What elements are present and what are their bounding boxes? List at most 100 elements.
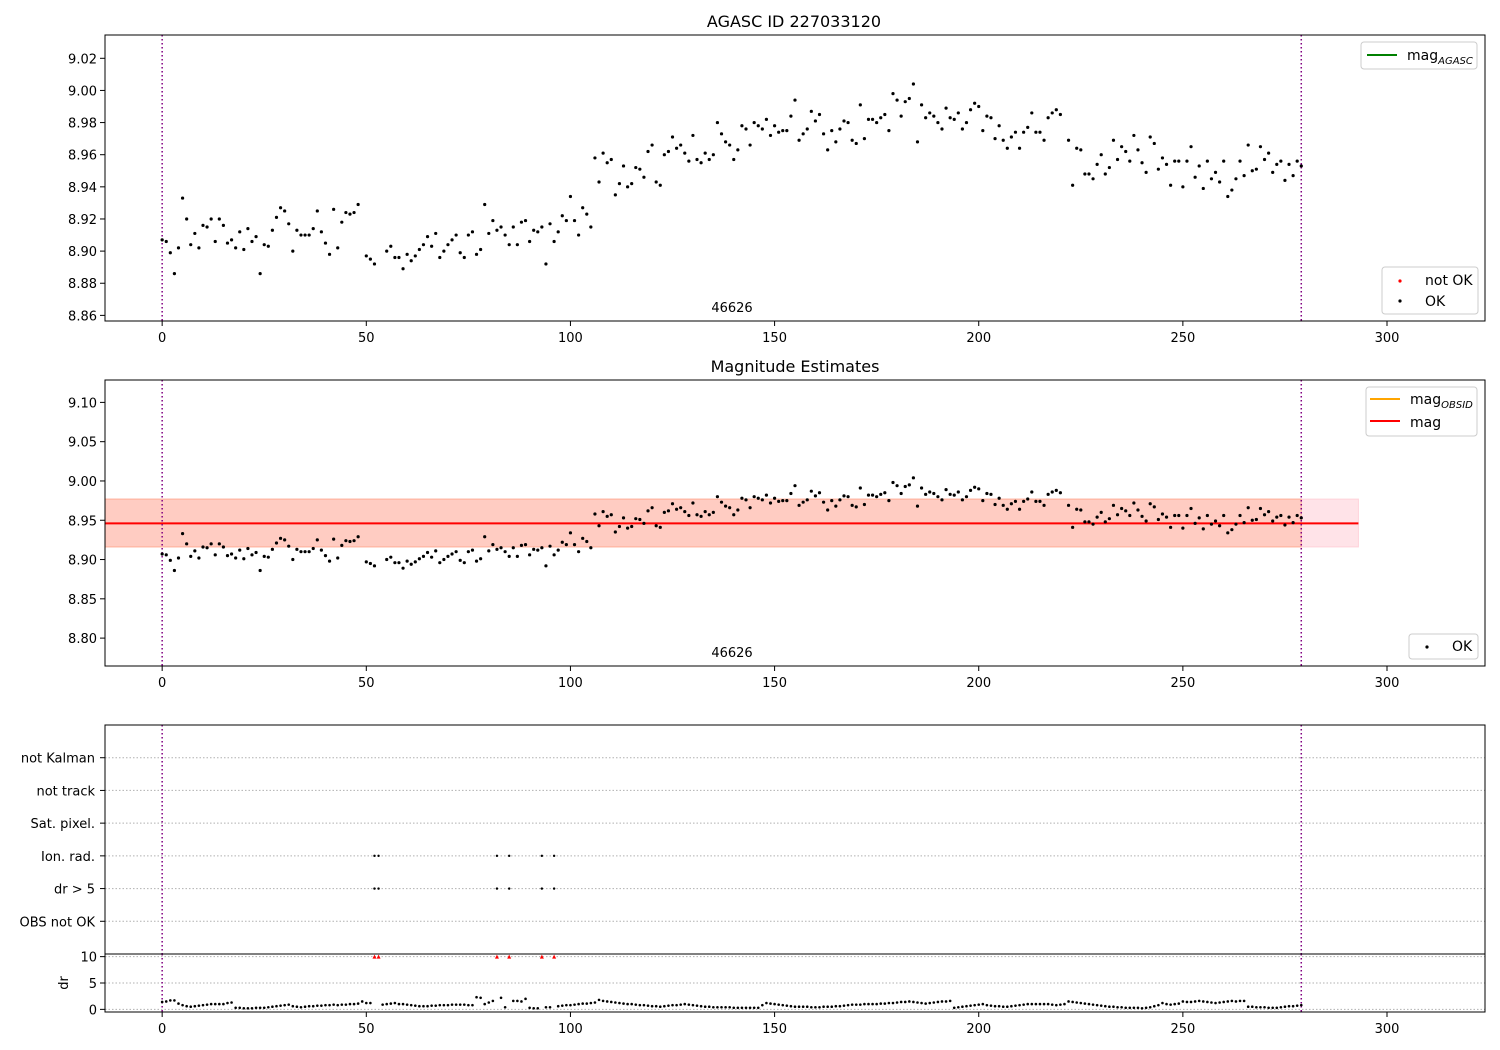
data-point	[262, 554, 266, 558]
data-point	[1066, 138, 1071, 142]
data-point	[266, 555, 270, 559]
data-point	[462, 561, 466, 565]
data-point	[764, 493, 769, 497]
panel2-x-axis: 0 50 100 150 200 250 300	[158, 666, 1399, 691]
data-point	[1054, 488, 1058, 492]
panel2-points	[160, 476, 1303, 573]
data-point	[1234, 1000, 1238, 1003]
data-point	[1026, 497, 1030, 501]
data-point	[299, 1005, 303, 1009]
data-point	[875, 495, 879, 499]
data-point	[793, 98, 797, 102]
data-point	[1075, 507, 1079, 511]
data-point	[1287, 1004, 1291, 1008]
y-tick-label: 8.96	[68, 149, 97, 164]
data-point	[287, 222, 291, 226]
data-point	[748, 143, 752, 147]
panel3-flag-points	[373, 854, 556, 890]
data-point	[1275, 162, 1279, 166]
panel3-flag-labels: not Kalman not track Sat. pixel. Ion. rad. d…	[20, 752, 105, 930]
data-point	[752, 120, 756, 125]
data-point	[1140, 514, 1144, 518]
data-point	[875, 120, 879, 125]
data-point	[544, 1005, 548, 1009]
data-point	[601, 151, 605, 155]
data-point	[1230, 528, 1234, 532]
data-point	[654, 524, 658, 528]
data-point	[568, 194, 573, 199]
data-point	[605, 1000, 609, 1003]
data-point	[1177, 1002, 1181, 1005]
data-point	[405, 1003, 409, 1006]
data-point	[744, 127, 748, 131]
data-point	[209, 1002, 213, 1006]
data-point	[1050, 1003, 1054, 1006]
data-point	[356, 202, 360, 207]
data-point	[899, 491, 903, 496]
data-point	[324, 1003, 327, 1007]
data-point	[1042, 503, 1046, 507]
data-point	[340, 1003, 344, 1006]
data-point	[875, 1002, 878, 1006]
data-point	[205, 546, 209, 550]
data-point	[907, 96, 911, 101]
data-point	[801, 500, 805, 504]
data-point	[695, 1004, 699, 1007]
data-point	[1234, 522, 1238, 526]
data-point	[617, 182, 622, 186]
data-point	[238, 230, 242, 234]
data-point	[177, 1002, 180, 1005]
data-point	[1120, 1005, 1123, 1009]
data-point	[658, 183, 662, 187]
panel4-dr-points	[160, 995, 1303, 1010]
data-point	[1169, 1003, 1172, 1006]
data-point	[915, 504, 920, 508]
data-point	[1267, 1006, 1270, 1010]
data-point	[699, 161, 703, 165]
data-point	[270, 547, 274, 551]
data-point	[299, 550, 303, 554]
flag-point	[495, 887, 499, 890]
data-point	[630, 182, 634, 186]
data-point	[642, 175, 646, 179]
panel2-legend-lines: magOBSID mag	[1365, 386, 1478, 437]
data-point	[1242, 173, 1246, 178]
data-point	[973, 101, 977, 105]
data-point	[1201, 527, 1205, 531]
x-tick-label: 200	[966, 1022, 991, 1037]
data-point	[1185, 159, 1189, 163]
data-point	[813, 494, 818, 498]
clipped-marker	[507, 954, 512, 959]
data-point	[821, 132, 826, 136]
data-point	[1034, 130, 1038, 134]
data-point	[1018, 1003, 1021, 1007]
data-point	[1222, 513, 1226, 518]
data-point	[1013, 499, 1018, 503]
data-point	[781, 499, 785, 503]
data-point	[936, 495, 940, 499]
data-point	[748, 506, 752, 510]
data-point	[614, 1001, 617, 1004]
data-point	[989, 1004, 993, 1007]
data-point	[1173, 159, 1177, 163]
data-point	[1034, 1002, 1038, 1006]
data-point	[1156, 517, 1160, 522]
data-point	[605, 161, 609, 165]
data-point	[785, 129, 789, 133]
data-point	[475, 995, 478, 999]
data-point	[458, 1003, 462, 1006]
data-point	[1136, 508, 1140, 512]
data-point	[789, 1004, 793, 1008]
data-point	[319, 230, 323, 234]
data-point	[193, 1004, 197, 1008]
data-point	[344, 210, 348, 215]
data-point	[736, 148, 740, 152]
data-point	[283, 209, 287, 213]
data-point	[560, 540, 564, 544]
svg-text:magAGASC: magAGASC	[1407, 48, 1473, 67]
data-point	[417, 557, 421, 561]
data-point	[218, 1002, 221, 1006]
data-point	[846, 495, 850, 499]
data-point	[185, 542, 189, 546]
y-tick-label: 8.90	[68, 245, 97, 260]
